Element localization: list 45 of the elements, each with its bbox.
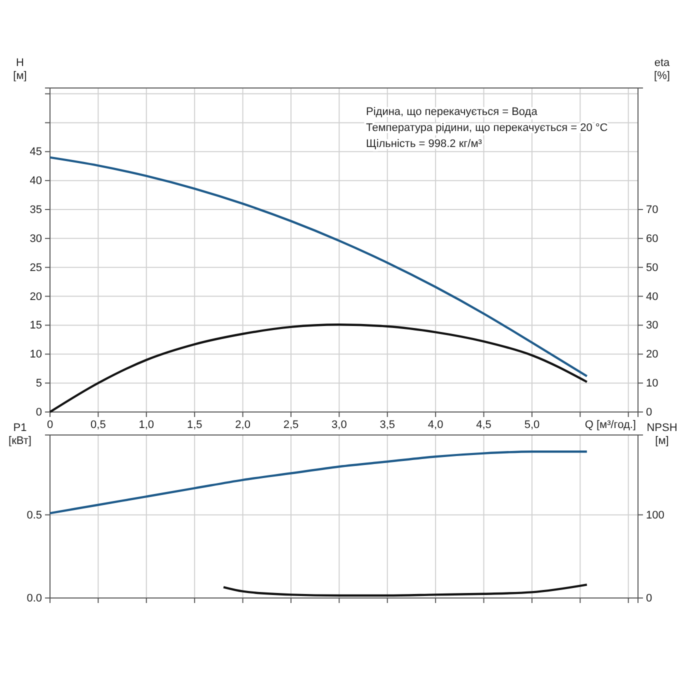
y-tick-label: 45 [30,146,42,158]
y-tick-label: 25 [30,262,42,274]
y2-tick-label: 50 [646,262,658,274]
y-tick-label: 15 [30,320,42,332]
line-series [48,156,588,378]
y-tick-label: 0.5 [26,509,42,522]
x-tick-label: 2,0 [235,418,250,431]
line-series [222,584,588,597]
y2-tick-label: 20 [646,348,658,361]
x-tick-label: 1,0 [138,418,154,431]
annotation: Рідина, що перекачується = Вода [366,106,538,118]
x-tick-label: 5,0 [524,418,540,431]
y2-axis-title: eta [%] [654,57,671,82]
x-tick-label: 1,5 [186,418,202,431]
y2-tick-label: 0 [646,592,652,605]
y-tick-label: 30 [30,232,42,245]
line-series [48,324,588,414]
y2-tick-label: 100 [646,509,664,522]
y-tick-label: 20 [30,290,42,303]
x-tick-label: 0 [46,418,54,431]
x-tick-label: 3,5 [380,418,396,431]
y2-tick-label: 70 [646,204,658,216]
y-axis-title: H [м] [13,57,27,82]
x-tick-label: 4,0 [428,418,444,431]
y2-axis-title: NPSH [м] [646,422,678,447]
x-tick-label: 3,0 [332,418,347,431]
y2-tick-label: 10 [646,378,658,390]
y-tick-label: 10 [30,348,42,361]
x-tick-label: 0,5 [90,418,106,431]
line-series [48,450,588,514]
y2-tick-label: 60 [646,232,658,245]
y2-tick-label: 40 [646,290,658,303]
y-axis-title: P1 [кВт] [8,422,32,447]
y-tick-label: 40 [30,175,42,188]
y-tick-label: 5 [36,378,42,390]
annotation: Щільність = 998.2 кг/м³ [366,138,482,150]
y-tick-label: 35 [30,204,42,216]
y-tick-label: 0 [36,406,42,419]
x-tick-label: 2,5 [283,418,299,431]
x-axis-title: Q [м³/год.] [584,419,636,431]
x-tick-label: 4,5 [476,418,492,431]
annotation: Температура рідини, що перекачується = 20 °C [366,122,608,134]
y2-tick-label: 0 [646,406,652,419]
y-tick-label: 0.0 [26,592,42,605]
y2-tick-label: 30 [646,320,658,332]
